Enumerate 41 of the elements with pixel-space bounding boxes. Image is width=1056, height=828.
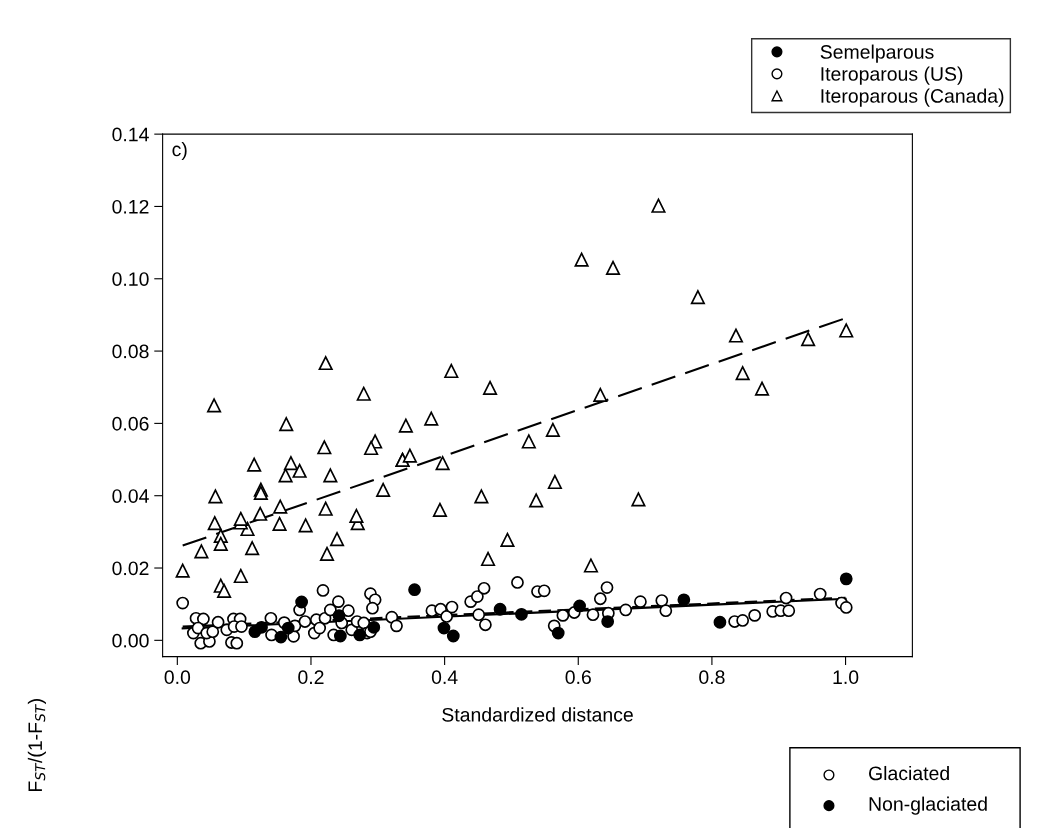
legend-label: Semelparous xyxy=(820,44,934,63)
point xyxy=(677,593,691,607)
point xyxy=(551,626,565,640)
y-tick-label: 0.08 xyxy=(112,344,149,359)
x-tick-label: 0.8 xyxy=(699,670,725,685)
y-axis-title: F$_{ST}$/(1-F$_{ST}$) xyxy=(27,699,46,792)
x-tick-label: 1.0 xyxy=(833,670,859,685)
text: Glaciated xyxy=(869,765,949,781)
point xyxy=(353,628,367,642)
y-tick-label: 0.00 xyxy=(112,633,149,648)
point xyxy=(367,620,381,634)
point xyxy=(601,615,615,628)
y-tick-label: 0.04 xyxy=(112,489,149,503)
point xyxy=(839,572,853,586)
point xyxy=(515,607,528,621)
x-axis-title: Standardized distance xyxy=(442,707,633,722)
x-tick-label: 0.0 xyxy=(164,670,191,685)
x-tick-label: 0.6 xyxy=(565,670,591,685)
y-tick-label: 0.06 xyxy=(112,416,149,431)
point xyxy=(493,602,507,616)
legend-label: Iteroparous (US) xyxy=(821,66,963,85)
point xyxy=(274,630,288,644)
point xyxy=(573,599,586,613)
point xyxy=(281,621,295,635)
point xyxy=(295,595,309,609)
y-tick-label: 0.14 xyxy=(112,127,149,142)
point xyxy=(408,583,421,597)
y-tick-label: 0.02 xyxy=(112,561,149,576)
point xyxy=(713,615,727,629)
point xyxy=(437,621,451,635)
point xyxy=(446,629,460,643)
point xyxy=(255,620,268,634)
x-tick-label: 0.2 xyxy=(298,670,324,685)
legend-label: Iteroparous (Canada) xyxy=(821,88,1004,107)
y-tick-label: 0.12 xyxy=(112,199,149,214)
text: Non-glaciated xyxy=(869,796,987,815)
point xyxy=(332,609,346,623)
y-tick-label: 0.10 xyxy=(112,272,149,286)
point xyxy=(333,629,347,643)
annotation: c) xyxy=(172,141,187,161)
x-tick-label: 0.4 xyxy=(431,670,458,685)
